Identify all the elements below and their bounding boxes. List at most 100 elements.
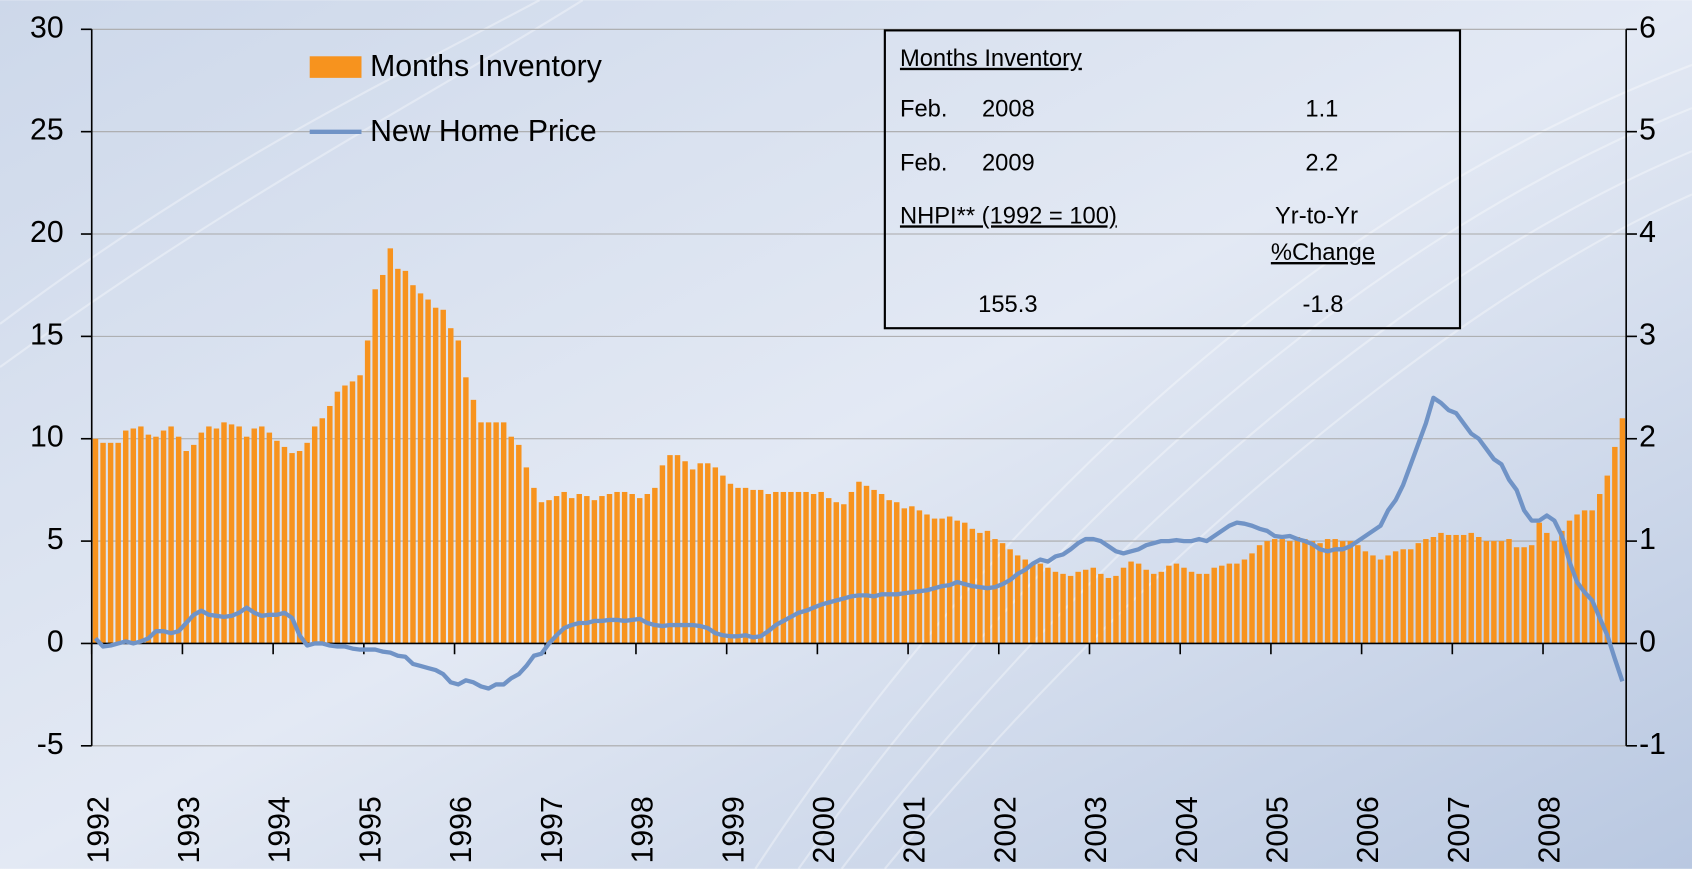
y-tick-label: 25 [30, 114, 64, 147]
y-tick-label: 30 [30, 11, 64, 44]
bar [500, 422, 507, 644]
bar [916, 510, 923, 644]
bar [395, 268, 401, 644]
bar [667, 455, 673, 644]
bar [924, 514, 930, 644]
bar [689, 469, 696, 644]
bar [138, 426, 144, 644]
bar [92, 438, 99, 644]
bar [1596, 494, 1603, 644]
bar [1544, 532, 1550, 644]
y-tick-label: 10 [30, 421, 64, 454]
bar [614, 491, 620, 644]
bar [259, 426, 265, 644]
bar [1309, 541, 1316, 644]
y2-tick-label: 4 [1639, 216, 1656, 249]
bar [1090, 567, 1096, 644]
bar [191, 444, 197, 644]
bar [455, 340, 462, 644]
bar [1128, 561, 1134, 644]
bar [1460, 534, 1467, 644]
bar [1067, 575, 1074, 644]
x-tick-label: 2000 [808, 796, 841, 863]
bar [1219, 565, 1225, 644]
bar [1279, 539, 1285, 644]
bar [296, 451, 303, 644]
x-tick-label: 2007 [1443, 796, 1476, 863]
bar [848, 491, 855, 644]
bar [1445, 534, 1452, 644]
bar [1377, 559, 1384, 644]
bar [894, 502, 900, 644]
bar [1120, 567, 1127, 644]
bar [1604, 475, 1611, 644]
bar [1007, 549, 1013, 644]
bar [757, 489, 764, 644]
bar [788, 491, 794, 644]
bar [1173, 563, 1180, 644]
bar [795, 491, 802, 644]
bar [448, 328, 454, 644]
bar [274, 440, 280, 644]
bar [1476, 537, 1482, 644]
x-tick-label: 1996 [445, 796, 478, 863]
bar [1408, 549, 1414, 644]
bar [1211, 567, 1217, 644]
bar [425, 299, 431, 644]
bar [863, 485, 870, 644]
bar [946, 516, 953, 644]
y-tick-label: 20 [30, 216, 64, 249]
bar [319, 418, 325, 644]
bar [1113, 575, 1119, 644]
bar [1082, 569, 1089, 644]
bar [334, 391, 341, 644]
bar [327, 405, 333, 644]
bar [1196, 573, 1202, 644]
bar [1619, 418, 1626, 644]
inventory-table: Months Inventory Feb. 2008 1.1 Feb. 2009… [883, 29, 1462, 330]
table-frame [883, 29, 1462, 330]
bar [1226, 563, 1233, 644]
bar [901, 508, 908, 644]
y2-tick-label: -1 [1639, 728, 1666, 761]
bar [1317, 543, 1323, 644]
bar [206, 426, 212, 644]
bar [561, 491, 567, 644]
bar [1158, 571, 1165, 644]
bar [1188, 571, 1195, 644]
x-tick-label: 2001 [899, 796, 932, 863]
y-tick-label: 0 [47, 625, 64, 658]
bar [1203, 573, 1210, 644]
bar [1302, 539, 1308, 644]
bar [1166, 565, 1172, 644]
x-tick-label: 1994 [264, 796, 297, 863]
bar [841, 504, 847, 644]
bar [644, 494, 651, 644]
bar [281, 446, 288, 644]
bar [1498, 541, 1505, 644]
bar [1151, 573, 1157, 644]
bar [1362, 551, 1369, 644]
bar [1256, 545, 1263, 644]
x-tick-label: 2004 [1171, 796, 1204, 863]
bar [750, 489, 756, 644]
bar [871, 489, 877, 644]
bar [674, 455, 681, 644]
bar [1612, 446, 1618, 644]
table-value: 2.2 [1305, 150, 1338, 176]
x-tick-label: 2006 [1352, 796, 1385, 863]
x-tick-label: 2002 [989, 796, 1022, 863]
bar [1370, 555, 1376, 644]
bar [553, 496, 560, 644]
bar [780, 491, 787, 644]
bar [886, 500, 892, 644]
bar [470, 399, 477, 644]
bar [145, 434, 152, 644]
bar [1135, 563, 1142, 644]
y-tick-label: 5 [47, 523, 64, 556]
bar [1491, 541, 1497, 644]
bar [357, 375, 363, 644]
bar [538, 502, 545, 644]
table-nhpi-label: NHPI** (1992 = 100) [900, 203, 1117, 229]
bar [1264, 541, 1270, 644]
